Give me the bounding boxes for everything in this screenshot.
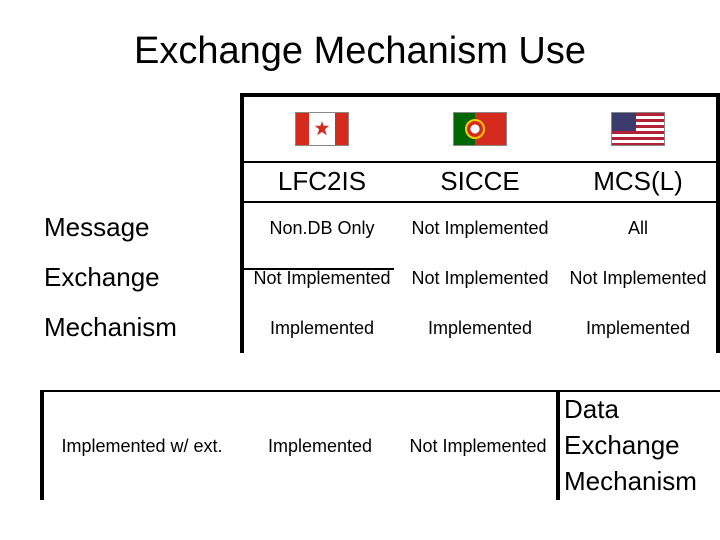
cell-1-1: Not Implemented: [400, 253, 560, 303]
cell-0-0: Non.DB Only: [240, 203, 400, 253]
colhead-0: LFC2IS: [240, 163, 400, 203]
portugal-flag-icon: [453, 112, 507, 146]
canada-flag-icon: [295, 112, 349, 146]
table-lower: Data Implemented w/ ext. Implemented Not…: [40, 392, 720, 500]
colhead-1: SICCE: [400, 163, 560, 203]
colhead-empty: [40, 163, 240, 203]
cell-3-2: Not Implemented: [400, 392, 560, 500]
hline-1: [40, 390, 720, 392]
rowlabel-0: Message: [40, 203, 240, 253]
cell-2-2: Implemented: [560, 303, 720, 353]
slide: Exchange Mechanism Use LFC2IS SICCE MCS(…: [0, 0, 720, 540]
cell-0-2: All: [560, 203, 720, 253]
cell-2-0: Implemented: [240, 303, 400, 353]
slide-title: Exchange Mechanism Use: [40, 30, 680, 73]
cell-1-2: Not Implemented: [560, 253, 720, 303]
hline-short: [244, 268, 394, 270]
cell-2-1: Implemented: [400, 303, 560, 353]
rowlabel-3: Data: [560, 392, 720, 428]
colhead-2: MCS(L): [560, 163, 720, 203]
rowlabel-5: Mechanism: [560, 464, 720, 500]
table: LFC2IS SICCE MCS(L) Message Non.DB Only …: [40, 93, 720, 413]
cell-1-0: Not Implemented: [240, 253, 400, 303]
usa-flag-icon: [611, 112, 665, 146]
cell-3-1: Implemented: [240, 392, 400, 500]
flag-cell-0: [240, 93, 400, 163]
cell-0-1: Not Implemented: [400, 203, 560, 253]
flag-cell-2: [560, 93, 720, 163]
rowlabel-1: Exchange: [40, 253, 240, 303]
corner-empty: [40, 93, 240, 163]
rowlabel-2: Mechanism: [40, 303, 240, 353]
cell-3-0: Implemented w/ ext.: [40, 392, 240, 500]
flag-cell-1: [400, 93, 560, 163]
rowlabel-4: Exchange: [560, 428, 720, 464]
